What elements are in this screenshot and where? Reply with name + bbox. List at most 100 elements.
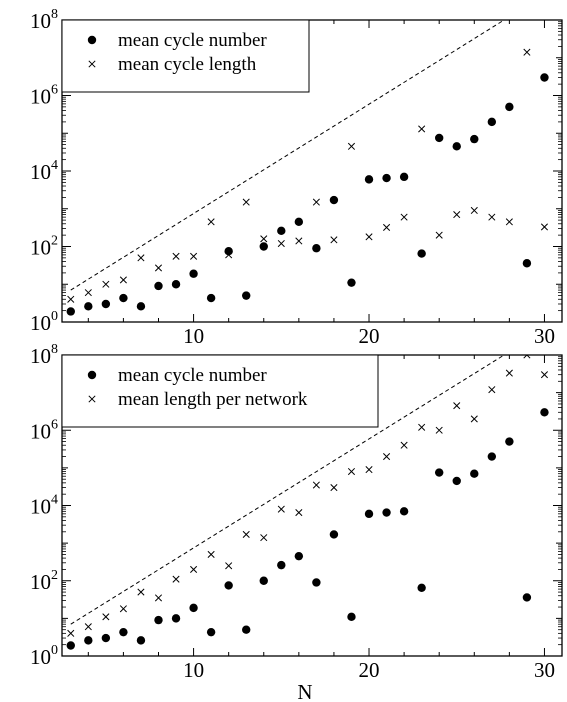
point-cross bbox=[119, 605, 127, 613]
data-layer bbox=[66, 20, 549, 316]
point-cross bbox=[418, 423, 426, 431]
point-cycle-number bbox=[224, 581, 233, 590]
point-cycle-number bbox=[434, 468, 444, 477]
x-axis-label: N bbox=[297, 680, 312, 702]
legend-box bbox=[61, 19, 310, 93]
point-cross bbox=[365, 233, 373, 241]
point-cross bbox=[470, 415, 478, 423]
point-cycle-number bbox=[154, 615, 163, 625]
point-cross bbox=[400, 441, 408, 449]
point-cross bbox=[488, 213, 496, 221]
point-cross bbox=[312, 481, 320, 489]
point-cycle-number bbox=[277, 560, 286, 570]
reference-dashed-line bbox=[70, 355, 505, 625]
point-cross bbox=[453, 402, 461, 410]
point-cross bbox=[330, 236, 338, 244]
point-cycle-number bbox=[294, 217, 304, 227]
point-cycle-number bbox=[312, 578, 321, 587]
point-cycle-number bbox=[84, 302, 93, 311]
point-cross bbox=[295, 508, 303, 517]
point-cross bbox=[540, 223, 549, 231]
point-cycle-number bbox=[417, 249, 426, 258]
point-cross bbox=[488, 386, 496, 394]
point-cycle-number bbox=[154, 281, 163, 291]
legend-label: mean cycle number bbox=[118, 365, 267, 386]
point-cross bbox=[102, 280, 110, 288]
point-cross bbox=[435, 231, 443, 239]
point-cross bbox=[67, 629, 75, 637]
point-cycle-number bbox=[84, 636, 93, 645]
point-cross bbox=[260, 235, 268, 243]
point-cross bbox=[154, 594, 163, 602]
point-cross bbox=[277, 505, 285, 513]
point-cycle-number bbox=[382, 173, 391, 183]
point-cross bbox=[190, 565, 198, 573]
point-cycle-number bbox=[452, 142, 461, 151]
legend-dot-marker bbox=[87, 370, 97, 380]
point-cycle-number bbox=[242, 291, 251, 300]
point-cycle-number bbox=[522, 259, 532, 268]
point-cross bbox=[154, 264, 163, 272]
point-cycle-number bbox=[470, 134, 479, 144]
legend-label: mean length per network bbox=[118, 389, 308, 410]
point-cross bbox=[435, 426, 443, 434]
point-cross bbox=[505, 218, 513, 226]
point-cross bbox=[330, 483, 338, 492]
point-cycle-number bbox=[171, 614, 181, 623]
point-cross bbox=[453, 211, 461, 219]
point-cycle-number bbox=[522, 593, 532, 602]
point-cycle-number bbox=[224, 247, 233, 256]
legend-box bbox=[61, 354, 379, 428]
y-tick-label: 102 bbox=[30, 568, 58, 594]
point-cross bbox=[418, 125, 426, 133]
x-tick-label: 20 bbox=[359, 324, 380, 348]
point-cycle-number bbox=[487, 452, 497, 461]
point-cycle-number bbox=[259, 576, 268, 585]
point-cycle-number bbox=[312, 244, 321, 253]
point-cycle-number bbox=[101, 299, 111, 309]
data-layer bbox=[66, 355, 549, 650]
point-cycle-number bbox=[189, 269, 198, 278]
point-cross bbox=[172, 575, 180, 583]
x-tick-label: 30 bbox=[534, 324, 555, 348]
point-cycle-number bbox=[242, 625, 251, 634]
point-cycle-number bbox=[417, 583, 426, 592]
legend-cross-marker bbox=[88, 395, 96, 403]
point-cycle-number bbox=[277, 226, 286, 236]
point-cycle-number bbox=[101, 633, 111, 643]
point-cross bbox=[225, 562, 233, 570]
legend-cross-marker bbox=[88, 60, 96, 68]
point-cycle-number bbox=[206, 627, 216, 637]
point-cross bbox=[523, 48, 531, 56]
point-cross bbox=[295, 237, 303, 245]
y-tick-label: 104 bbox=[30, 493, 58, 519]
point-cycle-number bbox=[119, 293, 128, 303]
y-tick-label: 106 bbox=[30, 417, 58, 443]
panel-top: 10 20 30 100 102 104 106 108 mean cycle number me… bbox=[30, 7, 563, 348]
point-cycle-number bbox=[382, 508, 391, 517]
point-cycle-number bbox=[329, 530, 339, 539]
point-cycle-number bbox=[505, 437, 514, 446]
point-cross bbox=[137, 588, 145, 596]
y-tick-label: 104 bbox=[30, 158, 58, 184]
point-cross bbox=[225, 251, 233, 259]
point-cross bbox=[137, 254, 145, 262]
point-cycle-number bbox=[487, 117, 497, 127]
point-cross bbox=[365, 466, 373, 474]
point-cycle-number bbox=[347, 278, 356, 287]
point-cross bbox=[207, 218, 215, 226]
point-cycle-number bbox=[540, 73, 549, 82]
point-cycle-number bbox=[329, 195, 339, 205]
point-cross bbox=[347, 142, 356, 150]
x-tick-label: 10 bbox=[183, 324, 204, 348]
point-cross bbox=[260, 534, 268, 542]
point-cross bbox=[505, 369, 513, 377]
point-cycle-number bbox=[399, 172, 409, 182]
point-cycle-number bbox=[171, 280, 181, 289]
point-cross bbox=[312, 198, 320, 206]
point-cross bbox=[242, 530, 250, 539]
x-tick-label: 30 bbox=[534, 658, 555, 682]
point-cycle-number bbox=[364, 509, 374, 519]
y-tick-label: 100 bbox=[30, 309, 58, 335]
